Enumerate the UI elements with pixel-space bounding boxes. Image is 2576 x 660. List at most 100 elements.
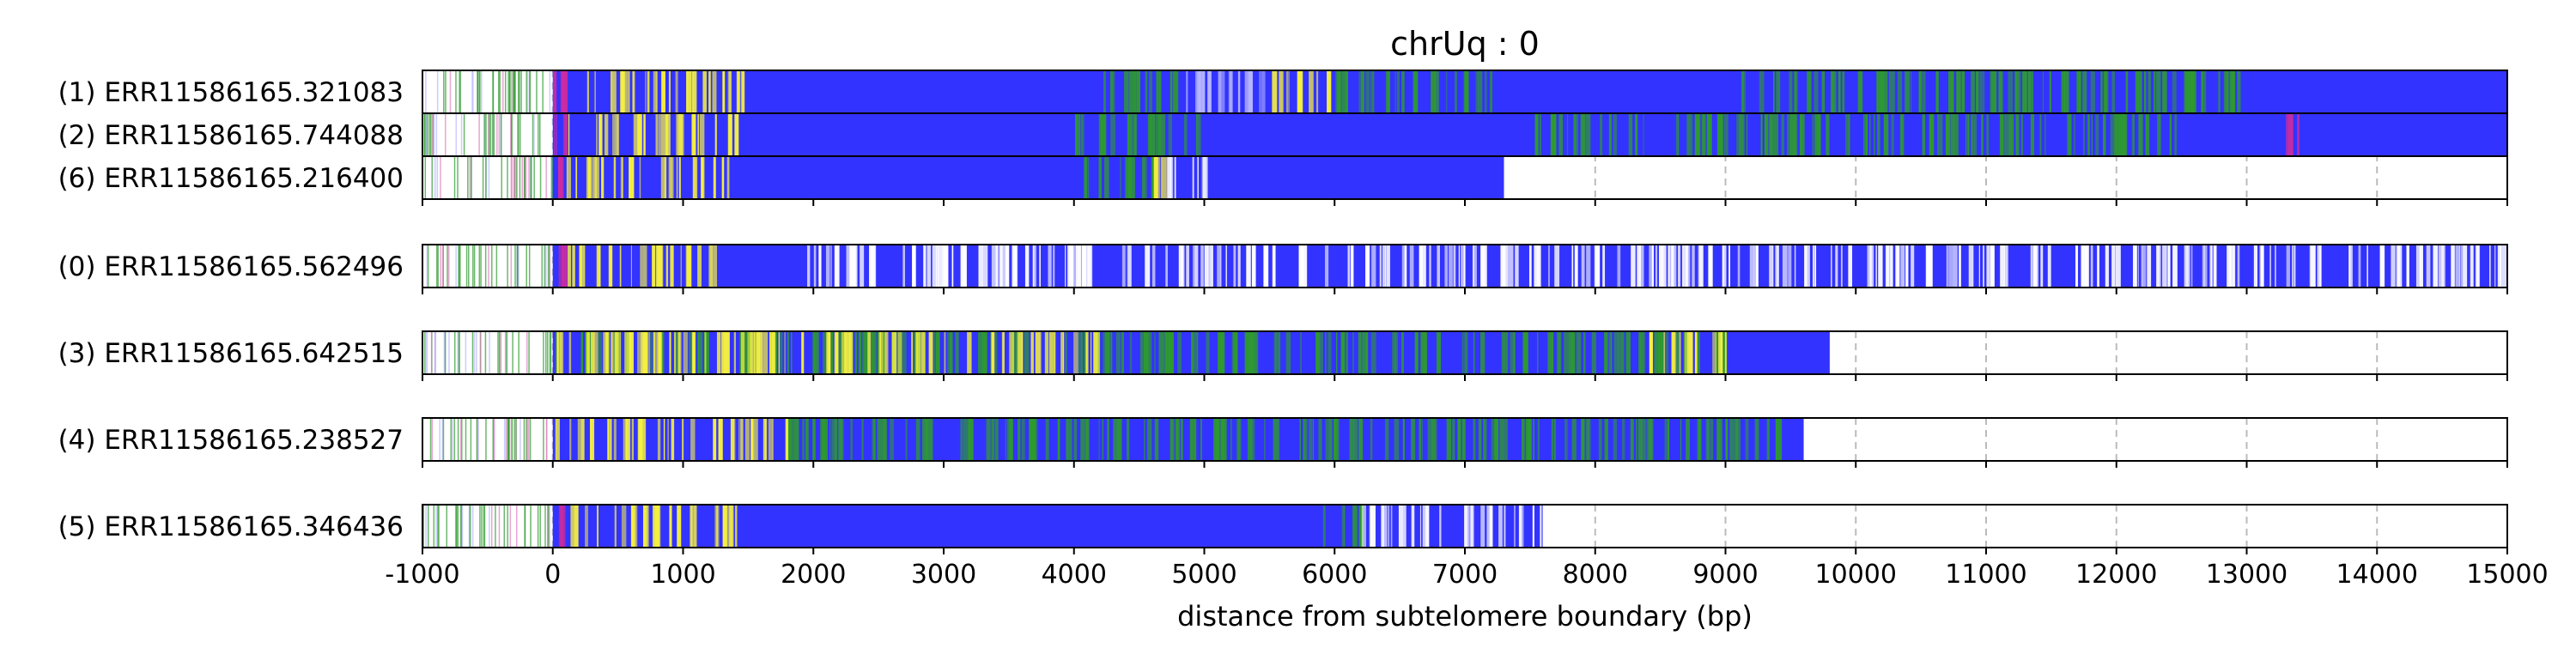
read-stripe [1434, 70, 1437, 113]
read-stripe [1154, 331, 1156, 374]
read-stripe [583, 245, 586, 288]
read-stripe [549, 245, 550, 288]
read-stripe [814, 331, 816, 374]
read-stripe [483, 113, 486, 156]
read-stripe [1222, 418, 1227, 461]
read-stripe [517, 113, 519, 156]
x-tick-label: 9000 [1692, 560, 1758, 590]
read-stripe [1346, 331, 1348, 374]
read-stripe [1524, 331, 1528, 374]
read-stripe [1665, 331, 1669, 374]
read-stripe [1431, 70, 1437, 113]
read-stripe [1401, 331, 1404, 374]
read-stripe [555, 113, 557, 156]
read-stripe [1573, 113, 1578, 156]
read-stripe [1336, 418, 1338, 461]
read-stripe [1080, 331, 1084, 374]
read-stripe [437, 505, 439, 548]
read-stripe [596, 245, 599, 288]
read-stripe [459, 505, 462, 548]
read-stripe [1463, 245, 1466, 288]
read-stripe [605, 113, 609, 156]
read-stripe [2001, 113, 2007, 156]
read-stripe [1186, 70, 1188, 113]
read-stripe [1968, 245, 1974, 288]
read-stripe [1613, 418, 1617, 461]
read-stripe [726, 156, 730, 199]
read-stripe [2121, 113, 2126, 156]
read-stripe [1840, 245, 1843, 288]
read-stripe [1446, 418, 1452, 461]
read-stripe [2030, 245, 2033, 288]
read-stripe [794, 418, 799, 461]
read-stripe [1401, 245, 1406, 288]
read-stripe [1566, 418, 1568, 461]
read-stripe [637, 418, 643, 461]
read-stripe [1124, 70, 1128, 113]
read-stripe [813, 245, 817, 288]
read-stripe [1971, 113, 1974, 156]
read-stripe [2114, 113, 2119, 156]
read-stripe [1600, 113, 1603, 156]
read-stripe [1708, 245, 1713, 288]
read-stripe [637, 113, 642, 156]
read-stripe [714, 156, 716, 199]
read-stripe [653, 331, 655, 374]
read-stripe [447, 245, 448, 288]
read-stripe [1681, 245, 1685, 288]
read-stripe [555, 418, 557, 461]
read-stripe [963, 245, 968, 288]
read-stripe [506, 331, 507, 374]
read-stripe [791, 331, 793, 374]
read-stripe [1370, 70, 1372, 113]
read-stripe [849, 331, 851, 374]
read-stripe [427, 245, 429, 288]
read-stripe [1574, 245, 1578, 288]
read-stripe [480, 331, 482, 374]
read-stripe [1490, 505, 1493, 548]
read-stripe [753, 331, 759, 374]
read-stripe [964, 418, 969, 461]
read-stripe [829, 418, 831, 461]
read-stripe [747, 331, 751, 374]
read-stripe [465, 418, 467, 461]
read-stripe [2213, 245, 2215, 288]
read-stripe [787, 331, 789, 374]
read-stripe [664, 156, 667, 199]
read-stripe [1608, 331, 1612, 374]
read-stripe [502, 70, 504, 113]
read-stripe [1654, 331, 1659, 374]
read-stripe [588, 156, 593, 199]
read-stripe [1036, 418, 1038, 461]
read-stripe [1401, 70, 1405, 113]
read-stripe [469, 505, 471, 548]
read-stripe [2287, 113, 2293, 156]
read-stripe [498, 113, 501, 156]
read-stripe [594, 70, 596, 113]
read-stripe [511, 113, 513, 156]
read-stripe [2203, 245, 2205, 288]
read-stripe [2366, 245, 2368, 288]
read-stripe [1718, 331, 1723, 374]
read-stripe [509, 505, 512, 548]
read-stripe [670, 156, 674, 199]
read-stripe [2406, 245, 2409, 288]
read-stripe [601, 156, 605, 199]
read-stripe [453, 418, 456, 461]
read-stripe [645, 70, 647, 113]
read-stripe [1272, 70, 1278, 113]
read-stripe [1312, 418, 1315, 461]
read-stripe [1384, 418, 1389, 461]
read-label: (0) ERR11586165.562496 [58, 251, 404, 282]
read-stripe [1279, 331, 1281, 374]
read-stripe [2162, 70, 2166, 113]
read-stripe [467, 245, 470, 288]
read-stripe [480, 245, 482, 288]
read-stripe [1421, 418, 1423, 461]
read-stripe [1897, 245, 1900, 288]
read-stripe [1128, 70, 1133, 113]
read-stripe [2188, 70, 2191, 113]
read-stripe [1251, 245, 1256, 288]
read-stripe [750, 331, 754, 374]
read-stripe [1576, 331, 1582, 374]
